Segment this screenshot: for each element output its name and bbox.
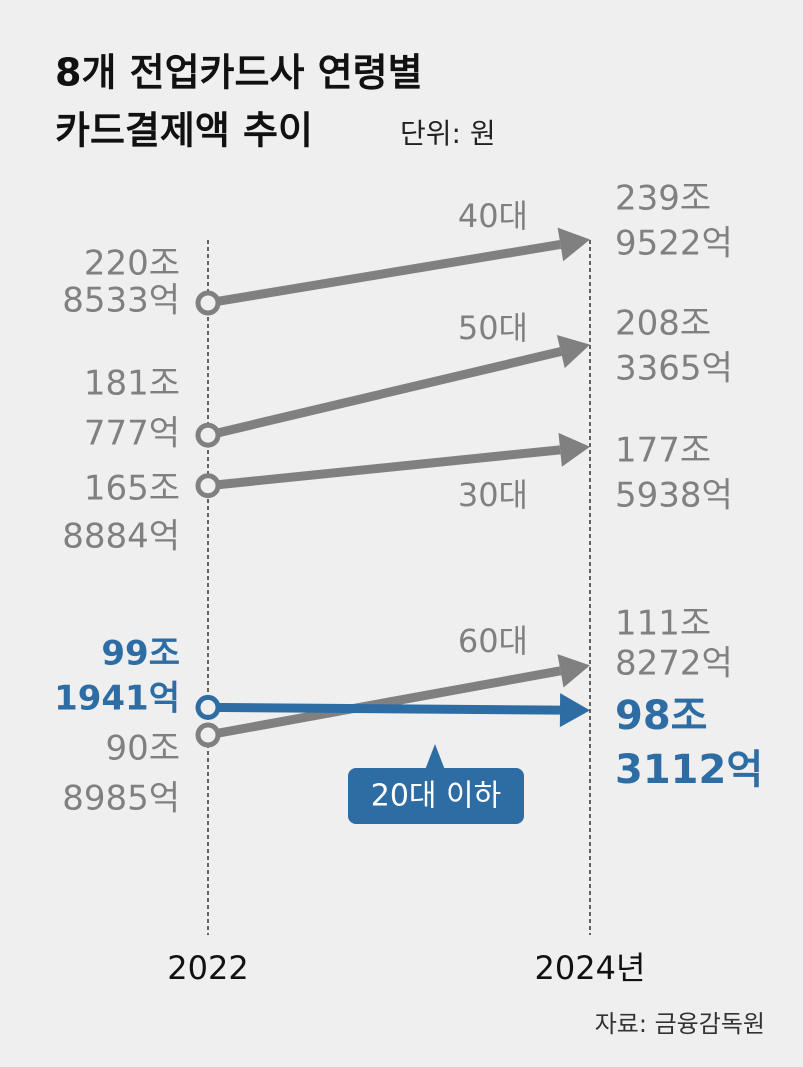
value-label: 181조 — [84, 364, 180, 404]
start-point — [195, 694, 221, 720]
chart-title: 카드결제액 추이 — [55, 109, 313, 153]
chart-title: 8개 전업카드사 연령별 — [55, 51, 423, 95]
value-label: 8533억 — [62, 281, 180, 321]
series-label: 20대 이하 — [371, 779, 502, 814]
value-label: 177조 — [615, 431, 711, 471]
value-label: 8272억 — [615, 644, 733, 684]
start-point — [195, 422, 221, 448]
label-pointer — [425, 744, 445, 770]
start-point — [195, 473, 221, 499]
series-label: 60대 — [458, 622, 528, 660]
x-tick-label: 2024년 — [535, 949, 646, 987]
value-label: 99조 — [101, 634, 180, 674]
arrow-head — [557, 227, 590, 262]
value-label: 1941억 — [54, 679, 180, 719]
start-point — [195, 722, 221, 748]
series-line — [207, 666, 562, 740]
source: 자료: 금융감독원 — [595, 1010, 765, 1038]
series-line — [207, 239, 562, 308]
label-box — [348, 768, 524, 824]
value-label: 208조 — [615, 304, 711, 344]
series-line — [206, 347, 562, 440]
value-label: 220조 — [84, 244, 180, 284]
series-label: 30대 — [458, 476, 528, 514]
value-label: 90조 — [105, 729, 180, 769]
series-line — [207, 702, 561, 715]
value-label: 165조 — [84, 469, 180, 509]
arrow-head — [557, 654, 590, 688]
arrow-head — [558, 432, 590, 467]
value-label: 3365억 — [615, 349, 733, 389]
unit-note: 단위: 원 — [400, 117, 496, 150]
series-line — [207, 445, 561, 491]
value-label: 9522억 — [615, 224, 733, 264]
start-point — [195, 290, 221, 316]
x-tick-label: 2022 — [167, 949, 248, 987]
value-label: 777억 — [84, 414, 180, 454]
value-label: 239조 — [615, 179, 711, 219]
value-label: 98조 — [615, 693, 707, 739]
value-label: 8985억 — [62, 779, 180, 819]
arrow-head — [556, 334, 590, 369]
arrow-head — [559, 693, 590, 728]
value-label: 8884억 — [62, 517, 180, 557]
value-label: 5938억 — [615, 476, 733, 516]
value-label: 3112억 — [615, 747, 763, 793]
series-label: 40대 — [458, 197, 528, 235]
value-label: 111조 — [615, 604, 711, 644]
series-label: 50대 — [458, 309, 528, 347]
